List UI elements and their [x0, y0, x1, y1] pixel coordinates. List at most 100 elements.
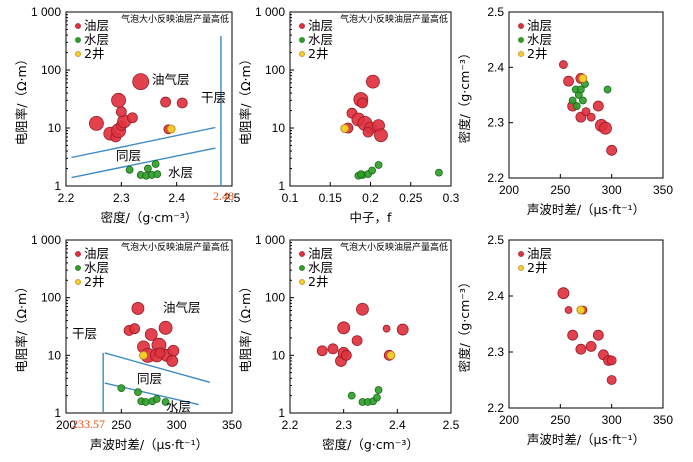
data-point — [144, 328, 158, 341]
data-point — [592, 100, 604, 112]
chart-title: 气泡大小反映油层产量高低 — [121, 13, 229, 25]
chart-title: 气泡大小反映油层产量高低 — [121, 241, 229, 253]
legend-label: 油层 — [527, 246, 552, 261]
data-point — [176, 97, 188, 109]
legend-marker — [518, 37, 524, 43]
data-point — [340, 124, 350, 133]
legend-label: 2井 — [527, 260, 547, 275]
data-point — [152, 395, 161, 403]
plot-frame — [508, 11, 664, 179]
x-tick-label: 300 — [167, 418, 187, 432]
y-tick-label: 100 — [265, 63, 285, 77]
y-tick-label: 2.3 — [487, 116, 504, 130]
data-point — [606, 144, 618, 156]
data-point — [151, 160, 160, 168]
x-axis-label: 密度/（g·cm⁻³） — [101, 210, 198, 225]
data-point — [134, 388, 142, 397]
legend-marker — [75, 37, 81, 43]
y-tick-label: 2.3 — [487, 345, 504, 359]
data-point — [167, 344, 180, 357]
zone-label: 水层 — [168, 165, 193, 180]
series-well2 — [576, 305, 586, 315]
x-tick-label: 0.2 — [362, 191, 379, 205]
series-water — [354, 161, 443, 180]
data-point — [382, 324, 391, 333]
series-oil — [123, 302, 180, 367]
data-point — [141, 398, 150, 406]
data-point — [89, 116, 104, 131]
legend-label: 2井 — [84, 274, 104, 289]
data-point — [111, 92, 126, 108]
series-water — [568, 80, 612, 110]
y-tick-label: 100 — [41, 63, 61, 77]
legend-label: 油层 — [308, 18, 333, 33]
series-water — [125, 160, 162, 180]
x-tick-label: 350 — [222, 418, 242, 432]
data-point — [362, 126, 374, 138]
data-point — [592, 329, 604, 341]
data-point — [435, 168, 443, 177]
x-tick-label: 250 — [550, 183, 570, 197]
legend-label: 水层 — [527, 32, 552, 47]
y-axis-label: 密度/（g·cm⁻³） — [457, 276, 472, 373]
y-tick-label: 1 — [54, 179, 61, 193]
x-tick-label: 200 — [499, 183, 519, 197]
data-point — [166, 124, 176, 134]
data-point — [563, 75, 574, 87]
y-tick-label: 10 — [48, 348, 62, 362]
y-tick-label: 1 — [278, 179, 285, 193]
series-water — [117, 384, 170, 406]
x-tick-label: 250 — [111, 418, 131, 432]
y-axis-label: 电阻率/（Ω·m） — [238, 280, 253, 372]
x-tick-label: 200 — [56, 418, 76, 432]
data-point — [356, 170, 365, 179]
data-point — [606, 355, 617, 366]
boundary-line — [104, 352, 211, 384]
legend-marker — [299, 279, 305, 285]
zone-label: 油气层 — [152, 72, 190, 87]
data-point — [568, 96, 577, 105]
x-tick-label: 250 — [550, 413, 570, 427]
data-point — [337, 321, 351, 335]
data-point — [567, 329, 579, 341]
data-point — [117, 384, 126, 393]
zone-label: 干层 — [201, 90, 226, 105]
data-point — [576, 305, 586, 315]
x-tick-label: 300 — [602, 183, 622, 197]
data-point — [154, 347, 166, 359]
data-point — [599, 121, 612, 135]
series-oil — [342, 74, 388, 143]
series-well2 — [386, 350, 396, 360]
y-tick-label: 2.4 — [487, 60, 504, 74]
y-tick-label: 2.5 — [487, 233, 504, 247]
x-tick-label: 0.15 — [319, 191, 343, 205]
x-tick-label: 2.4 — [168, 191, 185, 205]
x-tick-label: 0.1 — [282, 191, 299, 205]
y-axis-label: 电阻率/（Ω·m） — [14, 280, 29, 372]
data-point — [373, 393, 381, 402]
plot-frame — [508, 239, 664, 409]
x-tick-label: 2.5 — [443, 418, 460, 432]
x-tick-label: 350 — [653, 183, 673, 197]
data-point — [340, 349, 352, 361]
y-axis-label: 密度/（g·cm⁻³） — [457, 47, 472, 144]
legend-label: 水层 — [308, 260, 333, 275]
cutoff-label: 2.48 — [213, 189, 234, 203]
data-point — [158, 320, 173, 335]
plot-frame — [65, 11, 233, 187]
legend-marker — [299, 265, 305, 271]
legend-marker — [75, 51, 81, 57]
data-point — [143, 164, 152, 173]
legend-label: 油层 — [527, 18, 552, 33]
y-tick-label: 2.2 — [487, 171, 504, 185]
zone-label: 同层 — [116, 148, 141, 163]
y-tick-label: 2.4 — [487, 289, 504, 303]
y-tick-label: 1 — [54, 406, 61, 420]
data-point — [576, 85, 585, 94]
y-tick-label: 2.5 — [487, 5, 504, 19]
data-point — [557, 287, 570, 300]
data-point — [366, 74, 380, 89]
